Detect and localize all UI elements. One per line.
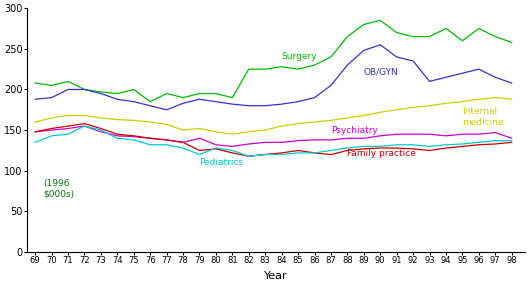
Text: OB/GYN: OB/GYN — [364, 68, 398, 77]
X-axis label: Year: Year — [264, 271, 288, 281]
Text: Internal
medicine: Internal medicine — [462, 107, 504, 127]
Text: Surgery: Surgery — [281, 52, 317, 61]
Text: Pediatrics: Pediatrics — [199, 158, 244, 167]
Text: Family practice: Family practice — [348, 149, 416, 158]
Text: (1996
$000s): (1996 $000s) — [43, 179, 75, 198]
Text: Psychiatry: Psychiatry — [331, 126, 378, 135]
